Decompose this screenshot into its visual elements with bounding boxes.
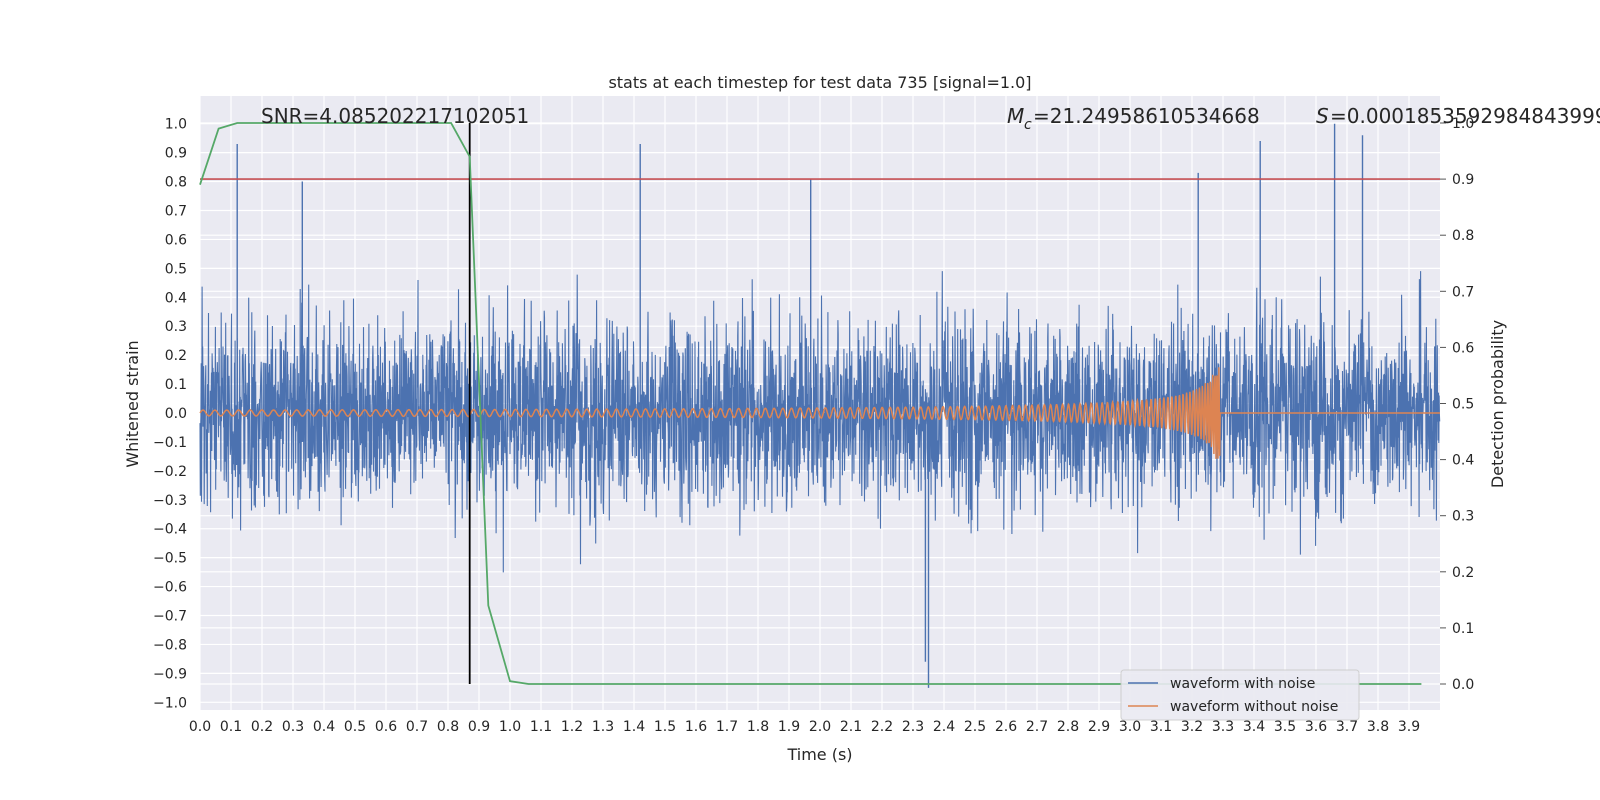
y-axis-label-left: Whitened strain (123, 340, 142, 467)
detection-probability-line (199, 122, 1422, 685)
x-tick-label: 2.3 (902, 719, 924, 735)
y-tick-label-left: 0.4 (165, 290, 187, 306)
chart-title: stats at each timestep for test data 735… (608, 73, 1031, 92)
y-tick-label-left: −0.9 (153, 666, 187, 682)
x-tick-label: 2.7 (1026, 719, 1048, 735)
y-tick-label-right: 0.6 (1452, 340, 1474, 356)
s-value: =0.00018535929848439991 (1330, 104, 1600, 128)
chirp-mass-value: =21.24958610534668 (1033, 104, 1260, 128)
ticks: 0.0 0.1 0.2 0.3 0.4 0.5 0.6 0.7 0.8 0.9 1.0 1.1 1.2 1… (153, 116, 1474, 735)
x-tick-label: 3.6 (1305, 719, 1327, 735)
x-tick-label: 2.9 (1088, 719, 1110, 735)
x-tick-label: 0.5 (344, 719, 366, 735)
s-annotation: S =0.00018535929848439991 (1316, 104, 1600, 128)
x-tick-label: 1.1 (530, 719, 552, 735)
x-tick-label: 0.3 (282, 719, 304, 735)
x-tick-label: 2.8 (1057, 719, 1079, 735)
y-tick-label-left: 0.8 (165, 175, 187, 191)
x-tick-label: 2.6 (995, 719, 1017, 735)
y-tick-label-right: 0.1 (1452, 621, 1474, 637)
y-tick-label-right: 0.3 (1452, 509, 1474, 525)
x-tick-label: 0.1 (220, 719, 242, 735)
y-tick-label-left: 0.1 (165, 377, 187, 393)
x-tick-label: 0.9 (468, 719, 490, 735)
legend-label-noisy: waveform with noise (1170, 676, 1315, 692)
x-tick-label: 0.2 (251, 719, 273, 735)
y-tick-label-left: 1.0 (165, 117, 187, 133)
x-tick-label: 0.0 (189, 719, 211, 735)
x-tick-label: 1.5 (654, 719, 676, 735)
snr-annotation: SNR=4.085202217102051 (261, 104, 529, 128)
x-tick-label: 1.6 (685, 719, 707, 735)
x-tick-label: 1.4 (623, 719, 645, 735)
y-tick-label-left: −0.8 (153, 637, 187, 653)
x-tick-label: 3.3 (1212, 719, 1234, 735)
svg-text:M: M (1007, 104, 1024, 128)
x-tick-label: 0.7 (406, 719, 428, 735)
y-tick-label-left: −0.5 (153, 551, 187, 567)
svg-text:c: c (1024, 117, 1032, 133)
y-tick-label-left: 0.6 (165, 232, 187, 248)
y-tick-label-right: 0.5 (1452, 397, 1474, 413)
y-axis-label-right: Detection probability (1488, 320, 1507, 488)
x-tick-label: 2.4 (933, 719, 955, 735)
noisy-waveform-line (199, 271, 1441, 573)
x-tick-label: 2.0 (809, 719, 831, 735)
x-tick-label: 2.2 (871, 719, 893, 735)
x-axis-label: Time (s) (786, 745, 852, 764)
x-tick-label: 3.8 (1367, 719, 1389, 735)
x-tick-label: 3.7 (1336, 719, 1358, 735)
y-tick-label-right: 0.0 (1452, 677, 1474, 693)
x-tick-label: 3.5 (1274, 719, 1296, 735)
y-tick-label-left: −0.2 (153, 464, 187, 480)
overlay-lines (199, 122, 1440, 685)
x-tick-label: 3.1 (1150, 719, 1172, 735)
y-tick-label-left: −0.4 (153, 522, 187, 538)
x-tick-label: 3.9 (1398, 719, 1420, 735)
y-tick-label-right: 0.8 (1452, 228, 1474, 244)
y-tick-label-left: −0.3 (153, 493, 187, 509)
y-tick-label-left: 0.3 (165, 319, 187, 335)
y-tick-label-left: 0.0 (165, 406, 187, 422)
x-tick-label: 1.9 (778, 719, 800, 735)
legend-label-clean: waveform without noise (1170, 699, 1338, 715)
x-tick-label: 1.3 (592, 719, 614, 735)
x-tick-label: 0.4 (313, 719, 335, 735)
y-tick-label-left: −0.1 (153, 435, 187, 451)
y-tick-label-left: 0.9 (165, 146, 187, 162)
x-tick-label: 2.1 (840, 719, 862, 735)
x-tick-label: 1.2 (561, 719, 583, 735)
y-tick-label-left: 0.7 (165, 203, 187, 219)
x-tick-label: 3.4 (1243, 719, 1265, 735)
x-tick-label: 3.2 (1181, 719, 1203, 735)
y-tick-label-left: 0.2 (165, 348, 187, 364)
y-tick-label-right: 1.0 (1452, 116, 1474, 132)
x-tick-label: 1.7 (716, 719, 738, 735)
x-tick-label: 0.6 (375, 719, 397, 735)
x-tick-label: 3.0 (1119, 719, 1141, 735)
legend: waveform with noise waveform without noi… (1120, 669, 1360, 721)
y-tick-label-right: 0.2 (1452, 565, 1474, 581)
x-tick-label: 1.0 (499, 719, 521, 735)
y-tick-label-left: −0.7 (153, 609, 187, 625)
y-tick-label-left: −0.6 (153, 580, 187, 596)
x-tick-label: 2.5 (964, 719, 986, 735)
x-tick-label: 1.8 (747, 719, 769, 735)
y-tick-label-left: −1.0 (153, 695, 187, 711)
y-tick-label-right: 0.9 (1452, 172, 1474, 188)
chirp-mass-annotation: M c =21.24958610534668 (1007, 104, 1260, 133)
clean-waveform-line (199, 367, 1440, 459)
y-tick-label-right: 0.7 (1452, 284, 1474, 300)
svg-text:S: S (1316, 104, 1329, 128)
x-tick-label: 0.8 (437, 719, 459, 735)
y-tick-label-left: 0.5 (165, 261, 187, 277)
y-tick-label-right: 0.4 (1452, 453, 1474, 469)
series-waveform-without-noise (199, 367, 1440, 459)
